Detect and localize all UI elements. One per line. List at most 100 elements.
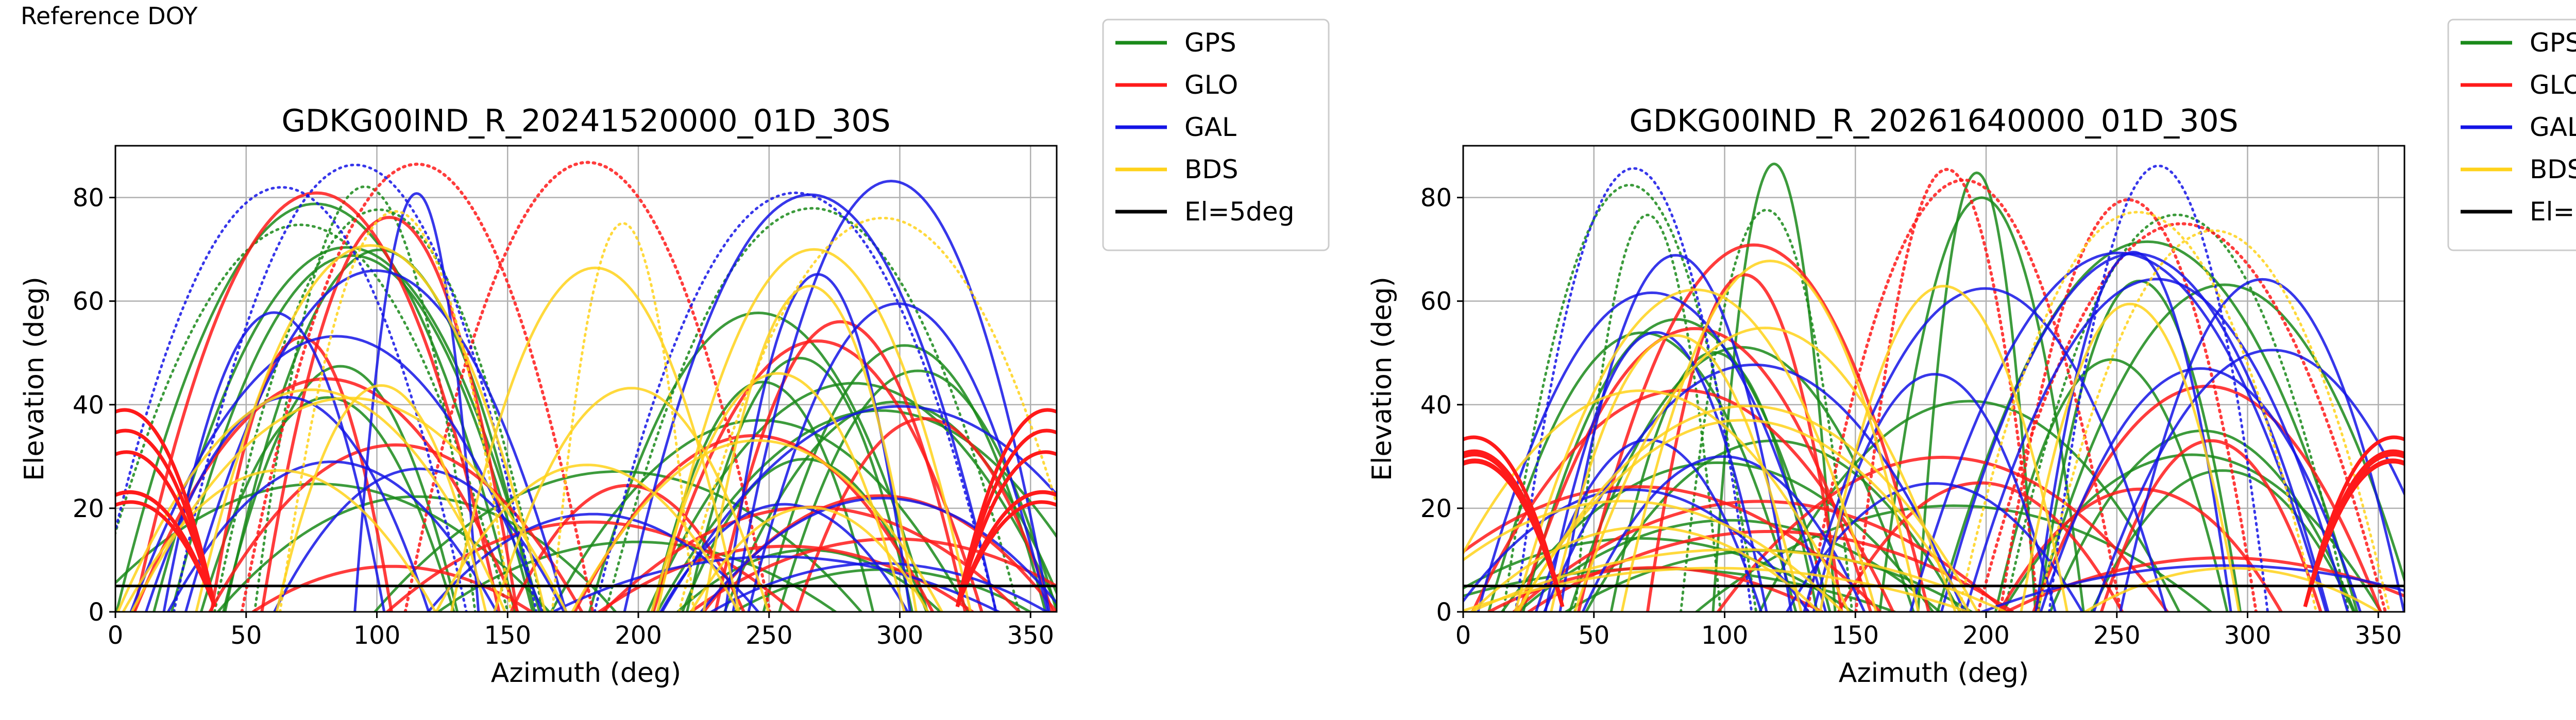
gps-track — [200, 396, 455, 612]
bds-track — [1463, 567, 1970, 612]
gal-track — [659, 503, 909, 612]
gps-track — [152, 246, 541, 612]
gal-track — [166, 460, 498, 612]
x-tick-label: 250 — [745, 621, 793, 650]
glo-track — [714, 320, 967, 612]
bds-track — [122, 469, 437, 612]
bds-track — [702, 284, 918, 612]
bds-track — [279, 210, 513, 612]
y-tick-label: 20 — [73, 494, 104, 523]
gal-track — [1463, 488, 1810, 612]
glo-track — [1716, 455, 2169, 612]
glo-track — [403, 161, 772, 612]
x-tick-label: 350 — [2354, 621, 2402, 650]
x-tick-label: 250 — [2093, 621, 2141, 650]
legend-entry: El=5deg — [1184, 197, 1294, 227]
plot-frame — [1462, 145, 2405, 613]
bds-track — [1550, 334, 1803, 612]
glo-track — [115, 490, 217, 608]
legend-frame — [1102, 19, 1330, 251]
bds-track — [1819, 284, 2069, 612]
gal-track — [1785, 482, 2084, 612]
bds-track — [195, 244, 547, 612]
x-tick-label: 300 — [2224, 621, 2272, 650]
gal-track — [1581, 455, 1866, 612]
gal-track — [1909, 251, 2328, 612]
x-tick-label: 200 — [615, 621, 662, 650]
bds-track — [1463, 389, 1850, 612]
y-axis-label: Elevation (deg) — [19, 277, 50, 481]
gal-track — [1558, 254, 1793, 612]
gps-track — [1994, 358, 2229, 612]
x-tick-label: 100 — [353, 621, 401, 650]
gal-track — [700, 496, 1057, 612]
x-tick-label: 0 — [1455, 621, 1471, 650]
gal-track — [145, 396, 430, 612]
y-tick-label: 40 — [73, 391, 104, 420]
gps-track — [1680, 209, 1854, 612]
x-tick-label: 300 — [876, 621, 924, 650]
gps-track — [1609, 351, 1819, 612]
x-axis-label: Azimuth (deg) — [1839, 658, 2029, 689]
gal-track — [2092, 349, 2404, 612]
glo-track — [1463, 453, 1565, 607]
legend-entry: GAL — [1184, 112, 1236, 142]
bds-track — [1620, 260, 1920, 612]
bds-track — [1573, 327, 1957, 612]
glo-track — [1518, 327, 1872, 612]
gal-track — [2048, 164, 2269, 612]
glo-track — [1527, 529, 2014, 612]
gal-track — [273, 467, 566, 612]
bds-track — [275, 384, 487, 612]
gal-track — [593, 191, 997, 612]
x-tick-label: 150 — [484, 621, 531, 650]
bds-track — [1957, 211, 2318, 612]
glo-track — [955, 428, 1057, 607]
gps-track — [216, 495, 617, 612]
gps-track — [170, 254, 534, 612]
gal-track — [162, 311, 386, 612]
glo-track — [1463, 485, 1882, 612]
bds-track — [1514, 288, 1877, 612]
glo-track — [240, 162, 595, 612]
glo-track — [1805, 178, 2123, 612]
y-tick-label: 80 — [1420, 184, 1452, 213]
gal-track — [623, 193, 997, 612]
glo-track — [208, 443, 584, 612]
legend-entry: BDS — [1184, 155, 1239, 184]
gps-track — [224, 248, 536, 612]
bds-track — [551, 221, 695, 612]
gps-track — [222, 365, 459, 612]
y-tick-label: 20 — [1420, 494, 1452, 523]
x-axis-label: Azimuth (deg) — [491, 658, 681, 689]
legend-frame — [2447, 19, 2576, 251]
gal-track — [732, 179, 1050, 612]
glo-track — [1998, 198, 2258, 612]
x-tick-label: 100 — [1701, 621, 1749, 650]
y-tick-label: 60 — [1420, 287, 1452, 316]
legend-entry: GPS — [2530, 28, 2576, 58]
gal-track — [1964, 278, 2349, 612]
y-tick-label: 0 — [88, 598, 104, 627]
glo-track — [955, 490, 1057, 608]
chart-title: GDKG00IND_R_20241520000_01D_30S — [281, 103, 890, 139]
gal-track — [1514, 167, 1753, 612]
bds-track — [656, 248, 972, 612]
gps-track — [2003, 213, 2350, 612]
x-tick-label: 0 — [108, 621, 124, 650]
gps-track — [656, 409, 1057, 612]
legend-entry: GAL — [2530, 112, 2576, 142]
legend-entry: GLO — [2530, 70, 2576, 100]
plot-frame — [114, 145, 1058, 613]
bds-track — [2037, 229, 2391, 612]
gal-track — [115, 186, 468, 612]
glo-track — [132, 191, 501, 612]
glo-track — [1577, 243, 1930, 612]
gal-track — [353, 192, 480, 612]
gps-track — [1502, 183, 1758, 612]
legend-entry: GLO — [1184, 70, 1238, 100]
gal-track — [2039, 367, 2362, 612]
gps-track — [686, 356, 913, 612]
glo-track — [260, 216, 519, 612]
